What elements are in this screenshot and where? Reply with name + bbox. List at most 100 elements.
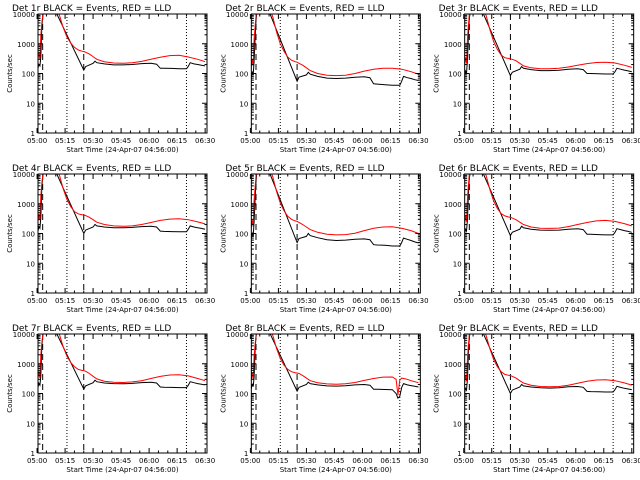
y-tick-label: 10000 (439, 331, 461, 339)
x-tick-label: 05:30 (510, 297, 530, 305)
y-tick-label: 1000 (17, 361, 35, 369)
y-tick-label: 100 (448, 391, 461, 399)
lld-series-line (251, 334, 419, 395)
y-tick-label: 100 (235, 71, 248, 79)
x-tick-label: 05:15 (268, 297, 288, 305)
x-tick-label: 05:15 (55, 457, 75, 465)
x-tick-label: 06:30 (408, 297, 428, 305)
y-tick-label: 1000 (231, 361, 249, 369)
y-axis: 1 10 100 1000 10000 (439, 11, 634, 138)
events-series-line (464, 334, 632, 395)
x-axis-label: Start Time (24-Apr-07 04:56:00) (66, 466, 178, 474)
y-tick-label: 100 (22, 71, 35, 79)
detector-panel-7: Det 7r BLACK = Events, RED = LLD 1 10 100 10… (6, 324, 215, 474)
x-axis-label: Start Time (24-Apr-07 04:56:00) (493, 146, 605, 154)
x-tick-label: 05:30 (83, 457, 103, 465)
x-tick-label: 05:00 (240, 297, 260, 305)
x-tick-label: 05:45 (111, 137, 131, 145)
plot-frame (37, 333, 208, 454)
x-axis: 05:00 05:15 05:30 05:45 06:00 06:15 06:30 (240, 14, 429, 145)
y-tick-label: 100 (22, 391, 35, 399)
events-series-line (38, 14, 206, 72)
y-axis-label: Counts/sec (433, 214, 441, 253)
y-axis-label: Counts/sec (219, 54, 227, 93)
y-tick-label: 1 (244, 130, 248, 138)
y-axis-label: Counts/sec (6, 54, 14, 93)
vertical-markers (255, 334, 401, 453)
plot-frame (37, 173, 208, 294)
y-tick-label: 10 (453, 260, 462, 268)
x-tick-label: 06:00 (566, 137, 586, 145)
series-group (251, 14, 419, 86)
y-tick-label: 10 (239, 100, 248, 108)
y-tick-label: 1000 (231, 201, 249, 209)
y-tick-label: 1 (457, 130, 461, 138)
events-series-line (38, 174, 206, 235)
lld-series-line (38, 14, 206, 64)
vertical-markers (255, 14, 401, 133)
x-tick-label: 06:00 (352, 137, 372, 145)
y-tick-label: 1000 (444, 201, 462, 209)
x-tick-label: 05:45 (538, 137, 558, 145)
y-tick-label: 100 (22, 231, 35, 239)
y-axis: 1 10 100 1000 10000 (439, 171, 634, 298)
series-group (38, 14, 206, 72)
x-tick-label: 06:30 (622, 137, 640, 145)
vertical-markers (42, 334, 187, 453)
y-axis-label: Counts/sec (433, 54, 441, 93)
lld-series-line (464, 14, 632, 70)
panel-title: Det 1r BLACK = Events, RED = LLD (12, 4, 171, 14)
x-tick-label: 05:30 (296, 137, 316, 145)
y-tick-label: 10 (26, 420, 35, 428)
x-tick-label: 06:30 (195, 137, 215, 145)
y-tick-label: 100 (235, 231, 248, 239)
x-tick-label: 05:15 (482, 137, 502, 145)
y-axis: 1 10 100 1000 10000 (439, 331, 634, 458)
y-tick-label: 10 (239, 260, 248, 268)
x-tick-label: 05:45 (538, 297, 558, 305)
x-axis-label: Start Time (24-Apr-07 04:56:00) (280, 146, 392, 154)
x-tick-label: 06:00 (566, 297, 586, 305)
series-group (38, 174, 206, 235)
y-axis-label: Counts/sec (6, 214, 14, 253)
y-tick-label: 10000 (439, 11, 461, 19)
y-tick-label: 1 (244, 290, 248, 298)
x-tick-label: 05:00 (454, 297, 474, 305)
x-tick-label: 05:30 (510, 457, 530, 465)
x-tick-label: 05:15 (55, 297, 75, 305)
x-tick-label: 05:00 (27, 297, 47, 305)
x-tick-label: 05:30 (83, 137, 103, 145)
series-group (464, 174, 632, 237)
x-axis: 05:00 05:15 05:30 05:45 06:00 06:15 06:30 (27, 174, 215, 305)
detector-panel-2: Det 2r BLACK = Events, RED = LLD 1 10 100 10… (219, 4, 428, 154)
y-tick-label: 100 (235, 391, 248, 399)
vertical-markers (42, 174, 187, 293)
x-tick-label: 05:00 (454, 457, 474, 465)
y-tick-label: 10000 (13, 171, 35, 179)
x-axis-label: Start Time (24-Apr-07 04:56:00) (66, 306, 178, 314)
x-tick-label: 06:15 (167, 297, 187, 305)
x-tick-label: 05:30 (83, 297, 103, 305)
panel-title: Det 7r BLACK = Events, RED = LLD (12, 324, 171, 334)
x-tick-label: 05:15 (482, 297, 502, 305)
plot-frame (464, 333, 635, 454)
x-tick-label: 06:15 (594, 457, 614, 465)
lld-series-line (38, 334, 206, 384)
x-axis: 05:00 05:15 05:30 05:45 06:00 06:15 06:30 (27, 14, 215, 145)
lld-series-line (38, 174, 206, 227)
detector-panel-1: Det 1r BLACK = Events, RED = LLD 1 10 100 10… (6, 4, 215, 154)
x-tick-label: 06:00 (139, 457, 159, 465)
y-tick-label: 1000 (444, 361, 462, 369)
y-tick-label: 10 (453, 100, 462, 108)
x-tick-label: 05:45 (538, 457, 558, 465)
lld-series-line (251, 14, 419, 77)
x-tick-label: 06:30 (195, 297, 215, 305)
y-tick-label: 1000 (17, 41, 35, 49)
x-tick-label: 06:30 (622, 457, 640, 465)
vertical-markers (468, 14, 614, 133)
x-axis-label: Start Time (24-Apr-07 04:56:00) (493, 466, 605, 474)
x-axis: 05:00 05:15 05:30 05:45 06:00 06:15 06:30 (240, 334, 429, 465)
panel-title: Det 4r BLACK = Events, RED = LLD (12, 164, 171, 174)
x-axis-label: Start Time (24-Apr-07 04:56:00) (493, 306, 605, 314)
panel-title: Det 8r BLACK = Events, RED = LLD (225, 324, 384, 334)
